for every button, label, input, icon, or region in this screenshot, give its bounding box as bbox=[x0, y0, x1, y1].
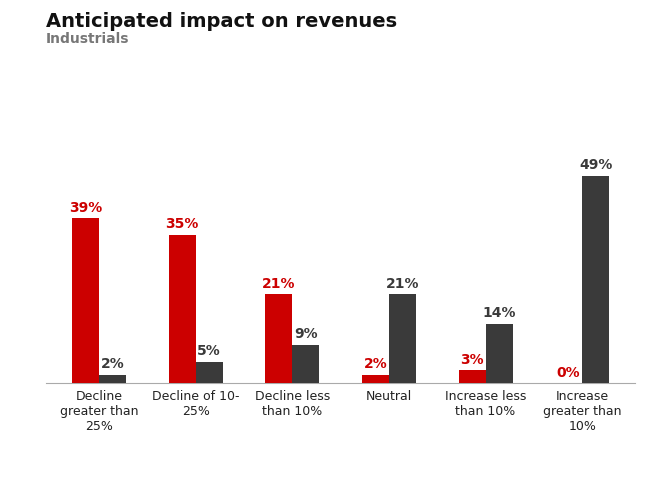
Bar bbox=[99, 375, 126, 383]
Text: 2%: 2% bbox=[101, 357, 124, 371]
Text: 35%: 35% bbox=[166, 218, 199, 231]
Bar bbox=[72, 218, 99, 383]
Text: 21%: 21% bbox=[262, 277, 295, 291]
Text: 49%: 49% bbox=[579, 158, 612, 172]
Text: 2%: 2% bbox=[364, 357, 387, 371]
Text: 5%: 5% bbox=[197, 344, 221, 358]
Bar bbox=[196, 362, 223, 383]
Bar bbox=[168, 235, 196, 383]
Bar bbox=[458, 370, 485, 383]
Text: 14%: 14% bbox=[482, 306, 516, 320]
Bar bbox=[485, 324, 513, 383]
Text: 0%: 0% bbox=[557, 366, 580, 380]
Bar bbox=[265, 294, 292, 383]
Text: 21%: 21% bbox=[386, 277, 419, 291]
Text: 3%: 3% bbox=[460, 353, 484, 367]
Text: 39%: 39% bbox=[69, 200, 102, 215]
Bar bbox=[389, 294, 416, 383]
Bar bbox=[582, 176, 609, 383]
Text: 9%: 9% bbox=[294, 327, 318, 342]
Bar bbox=[362, 375, 389, 383]
Bar bbox=[292, 345, 320, 383]
Text: Industrials: Industrials bbox=[46, 32, 129, 46]
Text: Anticipated impact on revenues: Anticipated impact on revenues bbox=[46, 12, 397, 31]
